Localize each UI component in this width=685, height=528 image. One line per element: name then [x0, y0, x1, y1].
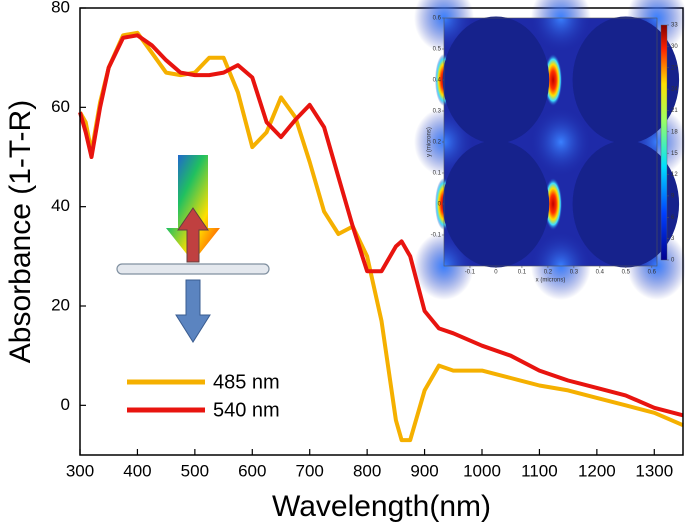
inset-x-tick-label: 0.5: [622, 270, 631, 276]
hot-spot: [544, 178, 563, 230]
inset-x-tick-label: 0.6: [648, 270, 657, 276]
colorbar: [660, 24, 668, 261]
particle: [572, 16, 680, 144]
field-glow: [530, 108, 591, 176]
colorbar-tick-label: 9: [671, 193, 675, 199]
colorbar-tick-label: 6: [671, 215, 675, 221]
colorbar-tick-label: 33: [671, 23, 678, 29]
x-tick-label: 1300: [635, 461, 673, 480]
hot-spot: [544, 54, 563, 106]
x-tick-label: 800: [353, 461, 381, 480]
y-tick-label: 60: [51, 97, 70, 116]
y-tick-label: 80: [51, 0, 70, 16]
inset-x-tick-label: 0.4: [596, 270, 605, 276]
x-tick-label: 600: [238, 461, 266, 480]
x-tick-label: 1200: [578, 461, 616, 480]
incidence-diagram: [116, 155, 270, 343]
x-axis-title: Wavelength(nm): [272, 490, 491, 523]
inset-y-tick-label: 0.5: [433, 47, 442, 53]
inset-y-tick-label: 0.6: [433, 16, 442, 22]
colorbar-tick-label: 0: [671, 258, 675, 264]
y-tick-label: 0: [61, 395, 70, 414]
inset-x-tick-label: 0.1: [518, 270, 527, 276]
legend-label: 540 nm: [213, 399, 280, 421]
y-axis-title: Absorbance (1-T-R): [4, 100, 37, 363]
colorbar-tick-label: 3: [671, 236, 675, 242]
field-glow: [530, 0, 591, 52]
colorbar-tick-label: 21: [671, 108, 678, 114]
x-tick-label: 500: [181, 461, 209, 480]
data-line: [78, 33, 684, 418]
y-tick-label: 20: [51, 295, 70, 314]
x-tick-label: 400: [123, 461, 151, 480]
x-tick-label: 900: [410, 461, 438, 480]
colorbar-tick-label: 27: [671, 65, 678, 71]
field-map: [414, 0, 685, 300]
colorbar-tick-label: 24: [671, 87, 678, 93]
inset-y-tick-label: 0.3: [433, 109, 442, 115]
inset-y-title: y (microns): [427, 127, 433, 157]
particle: [442, 16, 550, 144]
colorbar-tick-label: 15: [671, 151, 678, 157]
inset-y-tick-label: 0.2: [433, 140, 442, 146]
inset-y-tick-label: 0: [438, 202, 442, 208]
plot-frame: [79, 7, 684, 456]
inset-y-tick-label: 0.1: [433, 171, 442, 177]
y-tick-label: 40: [51, 196, 70, 215]
colorbar-tick-label: 18: [671, 129, 678, 135]
colorbar-tick-label: 12: [671, 172, 678, 178]
inset-x-title: x (microns): [536, 278, 566, 284]
inset-x-tick-label: -0.1: [465, 270, 476, 276]
legend-label: 485 nm: [213, 371, 280, 393]
inset-x-tick-label: 0.2: [544, 270, 553, 276]
x-tick-label: 300: [66, 461, 94, 480]
x-tick-label: 700: [296, 461, 324, 480]
inset-y-tick-label: -0.1: [431, 233, 442, 239]
particle: [442, 140, 550, 268]
x-tick-label: 1100: [521, 461, 558, 480]
inset-x-tick-label: 0: [494, 270, 498, 276]
inset-y-tick-label: 0.4: [433, 78, 442, 84]
x-tick-label: 1000: [463, 461, 501, 480]
colorbar-tick-label: 30: [671, 44, 678, 50]
particle: [572, 140, 680, 268]
inset-x-tick-label: 0.3: [570, 270, 579, 276]
